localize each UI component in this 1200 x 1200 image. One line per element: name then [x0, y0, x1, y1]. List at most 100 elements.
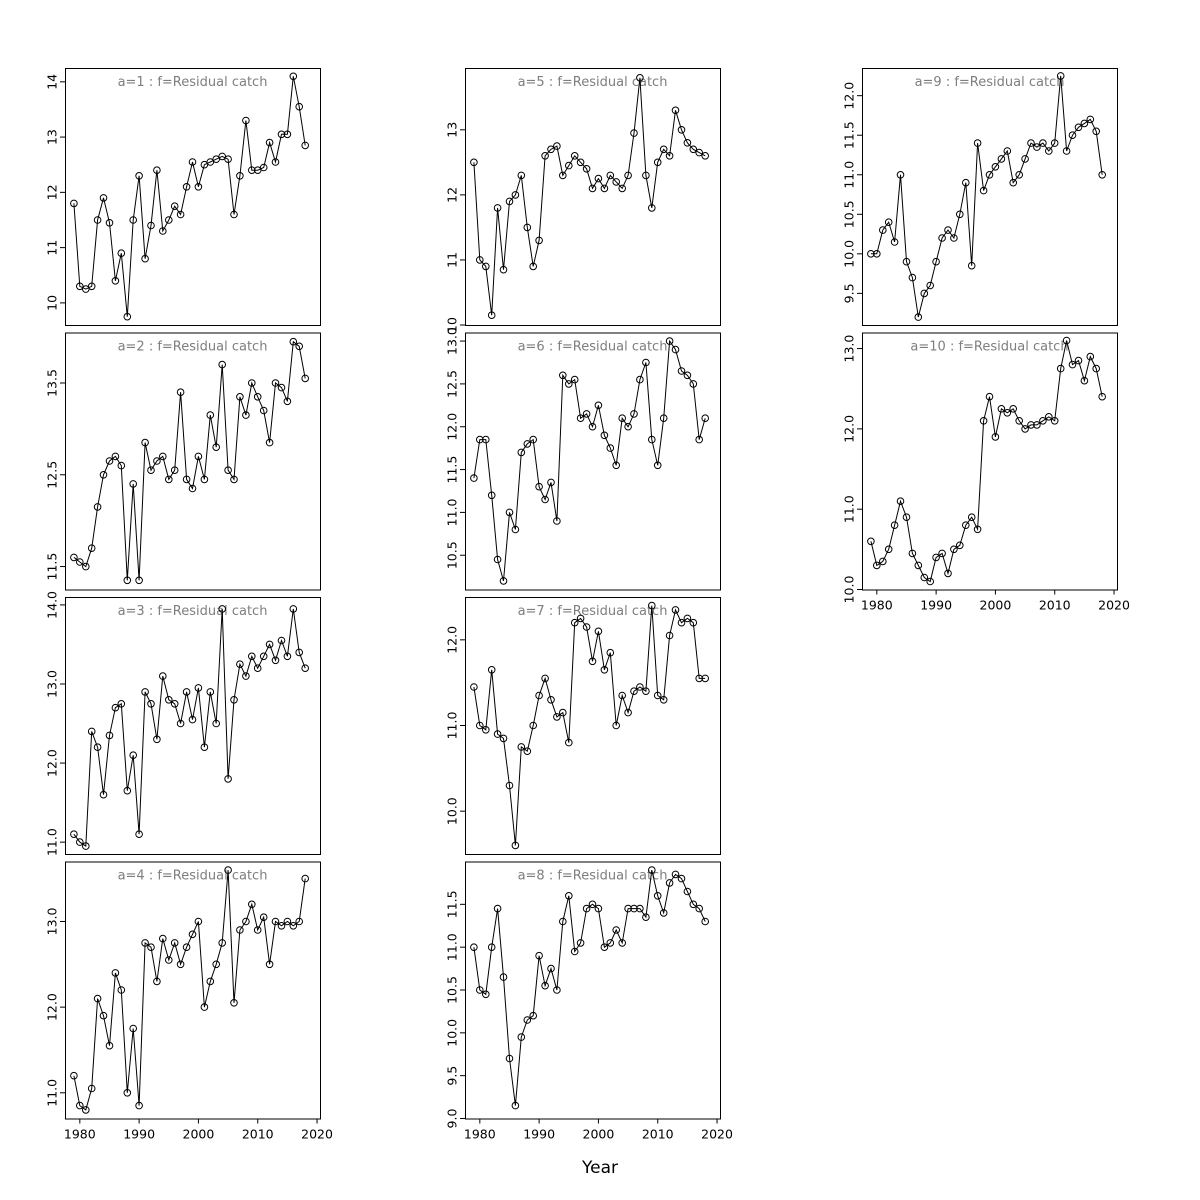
- data-point: [1080, 119, 1089, 128]
- y-tick-label: 13.0: [45, 908, 60, 936]
- data-point: [1074, 356, 1083, 365]
- data-point: [997, 155, 1006, 163]
- data-point: [547, 964, 555, 973]
- data-point: [111, 452, 120, 461]
- data-point: [70, 830, 78, 839]
- data-point: [612, 461, 621, 470]
- data-point: [1015, 417, 1024, 425]
- panel-title: a=9 : f=Residual catch: [915, 75, 1065, 90]
- y-tick-label: 10.0: [445, 1019, 460, 1047]
- data-point: [248, 379, 256, 387]
- data-point: [182, 688, 191, 696]
- data-point: [541, 674, 549, 683]
- data-point: [476, 435, 484, 444]
- data-point: [570, 947, 579, 956]
- data-point: [82, 1106, 90, 1114]
- y-tick-label: 13.5: [45, 369, 60, 397]
- data-point: [653, 461, 662, 470]
- data-point: [170, 939, 179, 947]
- series-line: [473, 77, 706, 316]
- data-point: [147, 221, 155, 230]
- data-point: [295, 342, 304, 351]
- data-point: [493, 730, 502, 738]
- y-tick-label: 12: [445, 187, 460, 203]
- y-tick-label: 10.0: [842, 240, 857, 268]
- data-point: [618, 939, 627, 947]
- series-line: [473, 605, 706, 846]
- data-point: [493, 904, 502, 913]
- data-point: [70, 553, 78, 562]
- data-point: [165, 956, 173, 964]
- data-point: [1050, 417, 1059, 425]
- data-point: [248, 166, 256, 174]
- data-point: [117, 986, 126, 994]
- data-point: [920, 573, 929, 582]
- data-point: [141, 254, 149, 263]
- panel-border: [862, 68, 1118, 326]
- data-point: [873, 561, 881, 570]
- y-tick-label: 13: [45, 129, 60, 145]
- data-point: [194, 917, 203, 926]
- panel-border: [862, 332, 1118, 591]
- data-point: [147, 700, 155, 708]
- data-point: [1068, 360, 1077, 369]
- data-point: [920, 289, 929, 298]
- data-point: [301, 141, 310, 150]
- data-point: [624, 171, 632, 180]
- data-point: [129, 216, 137, 224]
- data-point: [701, 152, 710, 160]
- panel-border: [465, 332, 721, 591]
- data-point: [683, 371, 692, 380]
- data-point: [659, 696, 668, 704]
- data-point: [93, 994, 102, 1003]
- data-point: [671, 345, 680, 354]
- data-point: [206, 688, 215, 696]
- data-point: [253, 166, 262, 174]
- data-point: [111, 703, 120, 712]
- data-point: [517, 448, 526, 457]
- data-point: [689, 380, 698, 388]
- data-point: [701, 917, 710, 926]
- data-point: [129, 1024, 137, 1033]
- data-point: [259, 652, 268, 661]
- panel-a2: a=2 : f=Residual catch 11.5 12.5 13.5: [45, 332, 321, 591]
- data-point: [636, 74, 644, 82]
- data-point: [259, 163, 268, 172]
- data-point: [867, 537, 875, 546]
- data-point: [553, 142, 561, 150]
- data-point: [505, 1054, 514, 1063]
- data-point: [470, 158, 478, 167]
- data-point: [600, 184, 609, 193]
- data-point: [283, 652, 292, 661]
- data-point: [265, 438, 274, 447]
- data-point: [636, 683, 644, 691]
- data-point: [594, 401, 603, 410]
- data-point: [117, 249, 126, 257]
- data-point: [153, 457, 161, 465]
- data-point: [153, 735, 161, 744]
- data-point: [212, 719, 220, 728]
- data-point: [956, 210, 964, 219]
- data-point: [277, 130, 286, 139]
- data-point: [677, 367, 686, 375]
- data-point: [271, 158, 280, 166]
- y-tick-label: 9.5: [445, 1066, 460, 1086]
- data-point: [932, 257, 940, 266]
- data-point: [926, 577, 935, 586]
- data-point: [908, 549, 917, 558]
- panel-border: [65, 861, 321, 1120]
- data-point: [636, 375, 644, 384]
- data-point: [606, 939, 615, 947]
- data-point: [973, 525, 982, 534]
- data-point: [873, 250, 881, 258]
- data-point: [301, 874, 310, 883]
- data-point: [979, 417, 988, 425]
- data-point: [547, 696, 555, 704]
- data-point: [588, 422, 597, 431]
- data-point: [1080, 376, 1089, 385]
- data-point: [1092, 127, 1100, 136]
- data-point: [76, 558, 84, 566]
- data-point: [1027, 421, 1035, 429]
- data-point: [559, 708, 567, 717]
- data-point: [683, 614, 692, 623]
